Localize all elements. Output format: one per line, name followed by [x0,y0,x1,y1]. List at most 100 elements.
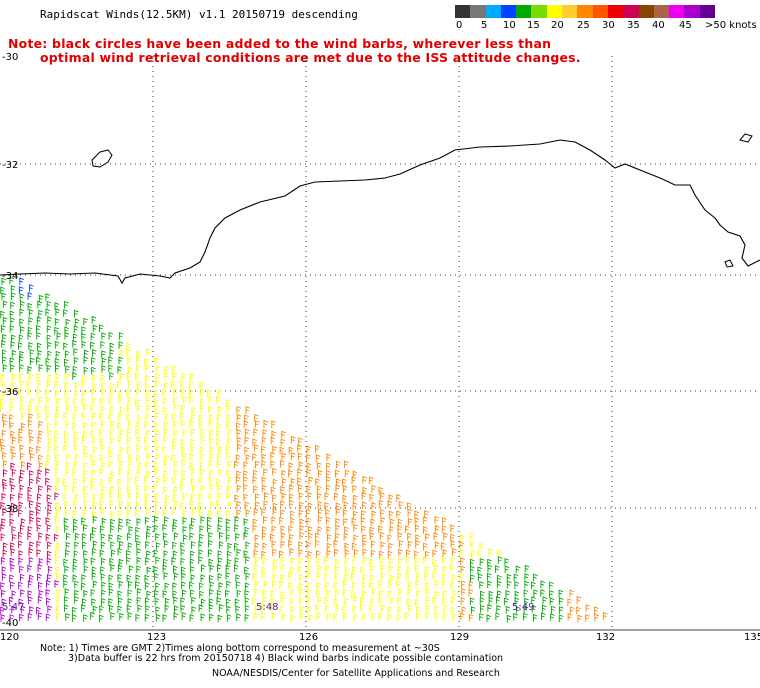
wind-barb [73,398,78,406]
wind-barb [55,548,60,557]
wind-barb [153,390,159,398]
wind-barb [190,517,196,526]
wind-barb [469,613,474,622]
wind-barb [155,556,160,565]
wind-barb [82,476,88,484]
wind-barb [28,309,34,317]
wind-barb [281,430,286,439]
wind-barb [253,508,259,516]
wind-barb [513,613,518,621]
wind-barb [99,500,105,509]
wind-barb [11,590,17,599]
wind-barb [144,485,150,493]
wind-barb [225,525,231,534]
wind-barb [244,582,250,591]
wind-barb [434,590,440,599]
wind-barb [92,460,97,468]
wind-barb [261,476,267,485]
wind-barb [117,493,123,502]
wind-barbs [0,276,608,623]
wind-barb [82,412,87,420]
wind-barb [505,590,511,598]
wind-barb [262,516,268,524]
wind-barb [468,588,474,597]
scale-swatch [546,5,563,18]
wind-barb [236,500,242,509]
wind-barb [146,452,151,461]
wind-barb [190,413,196,422]
wind-barb [73,518,78,527]
wind-barb [110,518,115,527]
wind-barb [398,500,404,509]
wind-barb [371,588,377,596]
wind-barb [353,494,358,503]
wind-barb [65,461,71,470]
wind-barb [479,590,485,599]
scale-tick-label: 20 [551,20,564,31]
wind-barb [74,389,80,398]
notice-line-1: Note: black circles have been added to t… [8,36,552,51]
wind-barb [164,381,169,390]
wind-barb [497,590,502,598]
wind-barb [396,510,402,519]
wind-barb [9,405,15,414]
scale-tick-label: 10 [503,20,516,31]
wind-barb [146,590,152,599]
wind-barb [351,572,356,581]
wind-barb [29,516,34,525]
wind-barb [91,315,97,324]
wind-barb [244,428,250,437]
wind-barb [1,292,7,301]
wind-barb [127,446,132,454]
wind-barb [325,484,331,493]
wind-barb [263,468,268,477]
wind-barb [325,509,330,517]
wind-barb [90,477,96,486]
wind-barb [180,483,185,492]
wind-barb [91,469,97,478]
wind-barb [126,389,131,397]
wind-barb [11,436,17,445]
wind-barb [460,565,466,574]
wind-barb [218,582,224,590]
wind-barb [280,556,286,565]
wind-barb [407,540,413,549]
wind-barb [163,372,169,380]
wind-barb [27,590,33,598]
wind-barb [54,412,60,420]
wind-barb [101,581,106,590]
wind-barb [397,606,403,614]
wind-barb [182,534,188,543]
wind-barb [27,493,33,502]
wind-barb [10,301,15,310]
wind-barb [47,501,53,510]
wind-barb [0,444,6,452]
wind-barb [46,334,52,342]
wind-barb [369,558,374,567]
wind-barb [47,484,52,493]
wind-barb [126,518,132,527]
wind-barb [172,397,178,405]
wind-barb [108,446,113,455]
wind-barb [216,589,222,598]
wind-barb [117,534,123,543]
wind-barb [29,435,35,444]
wind-barb [279,516,284,525]
wind-barb [91,366,96,375]
wind-barb [261,612,266,621]
wind-barb [65,397,71,405]
wind-barb [117,366,123,374]
wind-barb [117,454,123,462]
wind-barb [245,406,251,414]
wind-barb [297,468,303,477]
wind-barb [237,443,242,452]
wind-barb [99,468,105,477]
wind-barb [11,292,16,300]
wind-barb [389,557,394,566]
wind-barb [36,324,41,333]
wind-barb [326,542,332,551]
wind-barb [334,548,339,557]
wind-barb [92,493,98,502]
wind-barb [81,340,87,349]
